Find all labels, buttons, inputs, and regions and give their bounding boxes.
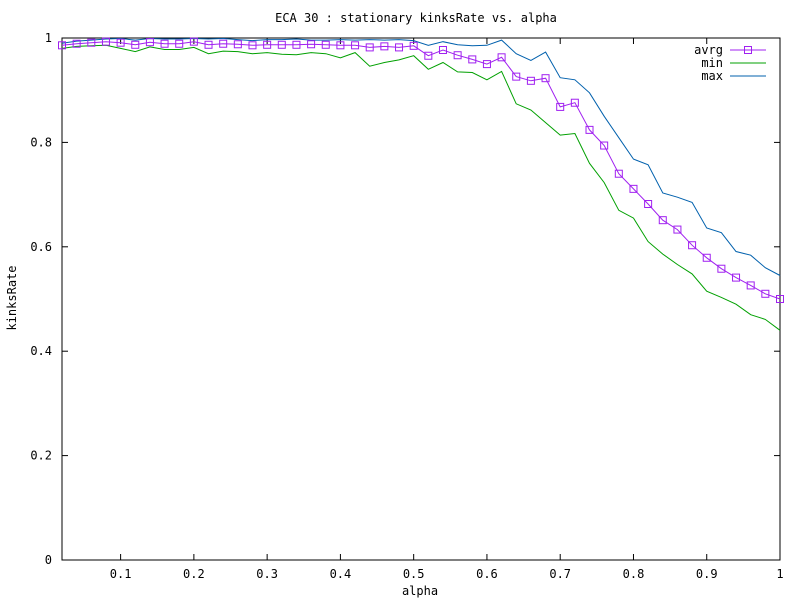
plot-area-border <box>61 37 781 561</box>
data-point-avrg <box>585 125 594 134</box>
data-point-avrg <box>336 41 345 50</box>
x-tick-label: 0.2 <box>183 567 205 581</box>
data-point-avrg <box>600 141 609 150</box>
y-axis-label: kinksRate <box>5 265 19 330</box>
data-point-avrg <box>219 39 228 48</box>
data-point-avrg <box>248 41 257 50</box>
series-layer <box>58 37 784 331</box>
data-point-avrg <box>746 281 755 290</box>
data-point-avrg <box>453 51 462 60</box>
data-point-avrg <box>482 60 491 69</box>
data-point-avrg <box>468 55 477 64</box>
data-point-avrg <box>321 40 330 49</box>
data-point-avrg <box>263 40 272 49</box>
chart-title: ECA 30 : stationary kinksRate vs. alpha <box>275 11 557 25</box>
x-tick-label: 1 <box>776 567 783 581</box>
x-axis-label: alpha <box>402 584 438 598</box>
legend-label-min: min <box>701 56 723 70</box>
data-point-avrg <box>160 39 169 48</box>
data-point-avrg <box>438 46 447 55</box>
data-point-avrg <box>673 225 682 234</box>
legend-label-max: max <box>701 69 723 83</box>
data-point-avrg <box>204 40 213 49</box>
data-point-avrg <box>629 184 638 193</box>
y-tick-label: 1 <box>45 31 52 45</box>
data-point-avrg <box>87 38 96 47</box>
data-point-avrg <box>380 42 389 51</box>
data-point-avrg <box>776 295 784 303</box>
legend-label-avrg: avrg <box>694 43 723 57</box>
data-point-avrg <box>512 72 521 81</box>
x-tick-label: 0.8 <box>623 567 645 581</box>
series-line-max <box>61 37 781 276</box>
data-point-avrg <box>526 76 535 85</box>
data-point-avrg <box>556 102 565 111</box>
data-point-avrg <box>658 216 667 225</box>
data-point-avrg <box>365 43 374 52</box>
data-point-avrg <box>424 51 433 60</box>
data-point-avrg <box>761 289 770 298</box>
data-point-avrg <box>175 39 184 48</box>
data-point-avrg <box>644 199 653 208</box>
data-point-avrg <box>292 40 301 49</box>
x-tick-label: 0.6 <box>476 567 498 581</box>
data-point-avrg <box>189 37 198 46</box>
x-tick-label: 0.3 <box>256 567 278 581</box>
y-tick-label: 0.4 <box>30 344 52 358</box>
y-tick-label: 0.8 <box>30 135 52 149</box>
y-tick-label: 0.2 <box>30 449 52 463</box>
data-point-avrg <box>570 98 579 107</box>
axis-ticks: 0.1 0.2 0.3 0.4 0.5 0.6 0.7 0.8 0.9 1 0 0.2 0.4 0.6 0.… <box>30 31 783 581</box>
data-point-avrg <box>58 41 66 50</box>
data-point-avrg <box>614 169 623 178</box>
series-line-avrg <box>61 41 781 300</box>
data-point-avrg <box>277 40 286 49</box>
data-point-avrg <box>307 40 316 49</box>
x-tick-label: 0.1 <box>110 567 132 581</box>
series-line-min <box>61 44 781 331</box>
data-point-avrg <box>101 37 110 46</box>
data-point-avrg <box>351 41 360 50</box>
legend-marker-avrg <box>744 46 752 54</box>
data-point-avrg <box>497 53 506 62</box>
data-point-avrg <box>131 40 140 49</box>
x-tick-label: 0.7 <box>549 567 571 581</box>
data-point-avrg <box>116 38 125 47</box>
data-point-avrg <box>409 41 418 50</box>
data-point-avrg <box>702 253 711 262</box>
data-point-avrg <box>717 264 726 273</box>
data-point-avrg <box>541 74 550 83</box>
y-tick-label: 0.6 <box>30 240 52 254</box>
x-tick-label: 0.9 <box>696 567 718 581</box>
data-point-avrg <box>395 43 404 52</box>
data-point-avrg <box>233 40 242 49</box>
data-point-avrg <box>688 241 697 250</box>
x-tick-label: 0.5 <box>403 567 425 581</box>
data-point-avrg <box>72 39 81 48</box>
y-tick-label: 0 <box>45 553 52 567</box>
data-point-avrg <box>732 273 741 282</box>
x-tick-label: 0.4 <box>330 567 352 581</box>
data-point-avrg <box>145 38 154 47</box>
